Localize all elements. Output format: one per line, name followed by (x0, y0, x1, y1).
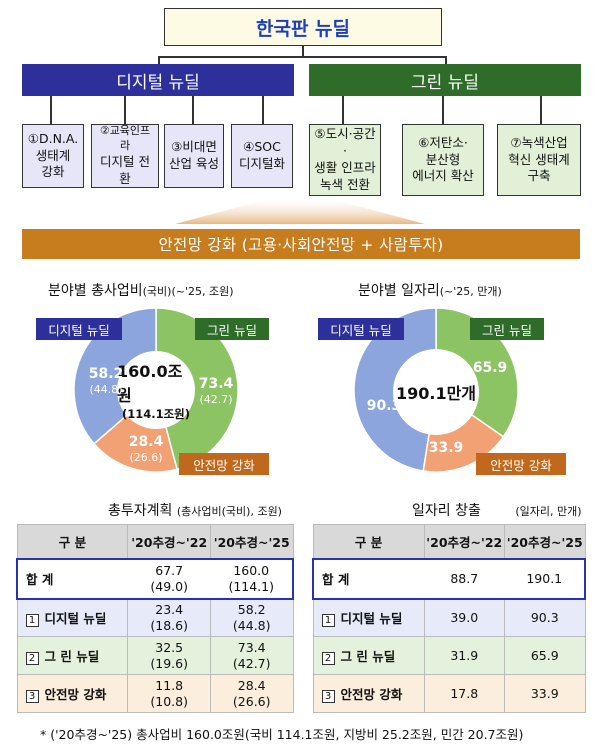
budget-safety-value: 28.4 (26.6) (128, 434, 164, 464)
digital-item-education: ②교육인프라 디지털 전환 (91, 124, 159, 188)
green-item-urban: ⑤도시·공간· 생활 인프라 녹색 전환 (309, 124, 381, 196)
connector-line (192, 96, 194, 124)
jobs-digital-value: 90.3 (366, 398, 402, 414)
value-cell: 11.8 (10.8) (127, 674, 211, 713)
jobs-safety-value: 33.9 (428, 440, 464, 456)
digital-item-untact: ③비대면 산업 육성 (164, 124, 224, 188)
connector-line (50, 96, 52, 124)
connector-line (342, 96, 344, 124)
budget-green-value: 73.4 (42.7) (198, 376, 234, 406)
table-row: 합 계 88.7 190.1 (311, 557, 586, 600)
value-cell: 58.2 (44.8) (209, 598, 294, 637)
connector-line (445, 56, 447, 64)
row-label: 3 안전망 강화 (312, 674, 425, 713)
legend-digital-tag: 디지털 뉴딜 (36, 318, 122, 340)
row-label: 합 계 (311, 557, 425, 600)
digital-item-dna: ①D.N.A. 생태계 강화 (22, 124, 84, 188)
legend-green-tag: 그린 뉴딜 (470, 318, 544, 340)
page-title: 한국판 뉴딜 (164, 8, 442, 46)
legend-safety-tag: 안전망 강화 (179, 453, 269, 475)
connector-line (158, 56, 446, 58)
table-row: 합 계 67.7 (49.0) 160.0 (114.1) (16, 557, 294, 600)
table-row: 1 디지털 뉴딜 39.0 90.3 (312, 598, 586, 637)
table-row: 3 안전망 강화 17.8 33.9 (312, 674, 586, 713)
digital-newdeal-header: 디지털 뉴딜 (22, 64, 294, 96)
green-newdeal-header: 그린 뉴딜 (309, 64, 581, 96)
value-cell: 28.4 (26.6) (209, 674, 294, 713)
row-label: 합 계 (16, 557, 128, 600)
value-cell: 67.7 (49.0) (127, 557, 211, 600)
table-row: 3 안전망 강화 11.8 (10.8) 28.4 (26.6) (16, 674, 294, 713)
jobs-table: 구 분 '20추경~'22 '20추경~'25 합 계 88.7 190.1 1… (311, 524, 586, 713)
jobs-green-value: 65.9 (472, 360, 508, 376)
budget-total-center: 160.0조원 (114.1조원) (117, 351, 195, 429)
header-cell: 구 분 (16, 524, 129, 559)
pie-slice-digital (73, 307, 157, 445)
connector-line (302, 46, 304, 56)
connector-line (158, 56, 160, 64)
header-cell: '20추경~'22 (127, 524, 211, 559)
value-cell: 17.8 (423, 674, 505, 713)
jobs-table-title: 일자리 창출 (일자리, 만개) (412, 503, 582, 519)
header-cell: '20추경~'25 (209, 524, 294, 559)
value-cell: 32.5 (19.6) (127, 636, 211, 675)
value-cell: 65.9 (503, 636, 586, 675)
funnel-shape (175, 200, 425, 224)
value-cell: 160.0 (114.1) (210, 557, 294, 600)
value-cell: 39.0 (423, 598, 505, 637)
row-label: 3 안전망 강화 (16, 674, 129, 713)
value-cell: 190.1 (504, 557, 586, 600)
green-item-industry: ⑦녹색산업 혁신 생태계 구축 (497, 124, 581, 196)
budget-digital-value: 58.2 (44.8) (88, 366, 124, 396)
header-cell: '20추경~'22 (423, 524, 505, 559)
legend-green-tag: 그린 뉴딜 (195, 318, 269, 340)
chart2-title: 분야별 일자리(~'25, 만개) (358, 283, 502, 299)
header-cell: 구 분 (312, 524, 425, 559)
jobs-total-center: 190.1만개 (393, 349, 479, 435)
investment-table: 구 분 '20추경~'22 '20추경~'25 합 계 67.7 (49.0) 1… (16, 524, 294, 713)
value-cell: 73.4 (42.7) (209, 636, 294, 675)
legend-safety-tag: 안전망 강화 (476, 453, 566, 475)
value-cell: 33.9 (503, 674, 586, 713)
connector-line (540, 96, 542, 124)
connector-line (262, 96, 264, 124)
connector-line (442, 96, 444, 124)
table-row: 1 디지털 뉴딜 23.4 (18.6) 58.2 (44.8) (16, 598, 294, 637)
value-cell: 23.4 (18.6) (127, 598, 211, 637)
legend-digital-tag: 디지털 뉴딜 (318, 318, 404, 340)
investment-table-title: 총투자계획 (총사업비(국비), 조원) (108, 503, 282, 519)
digital-item-soc: ④SOC 디지털화 (231, 124, 293, 188)
chart1-title: 분야별 총사업비(국비)(~'25, 조원) (48, 283, 234, 299)
value-cell: 31.9 (423, 636, 505, 675)
green-item-energy: ⑥저탄소· 분산형 에너지 확산 (402, 124, 484, 196)
header-cell: '20추경~'25 (503, 524, 586, 559)
row-label: 1 디지털 뉴딜 (16, 598, 129, 637)
footnote: * ('20추경~'25) 총사업비 160.0조원(국비 114.1조원, 지… (40, 727, 524, 742)
value-cell: 90.3 (503, 598, 586, 637)
connector-line (124, 96, 126, 124)
pie-slice-green (435, 307, 519, 438)
safety-net-banner: 안전망 강화 (고용·사회안전망 + 사람투자) (22, 229, 580, 259)
value-cell: 88.7 (424, 557, 505, 600)
row-label: 1 디지털 뉴딜 (312, 598, 425, 637)
